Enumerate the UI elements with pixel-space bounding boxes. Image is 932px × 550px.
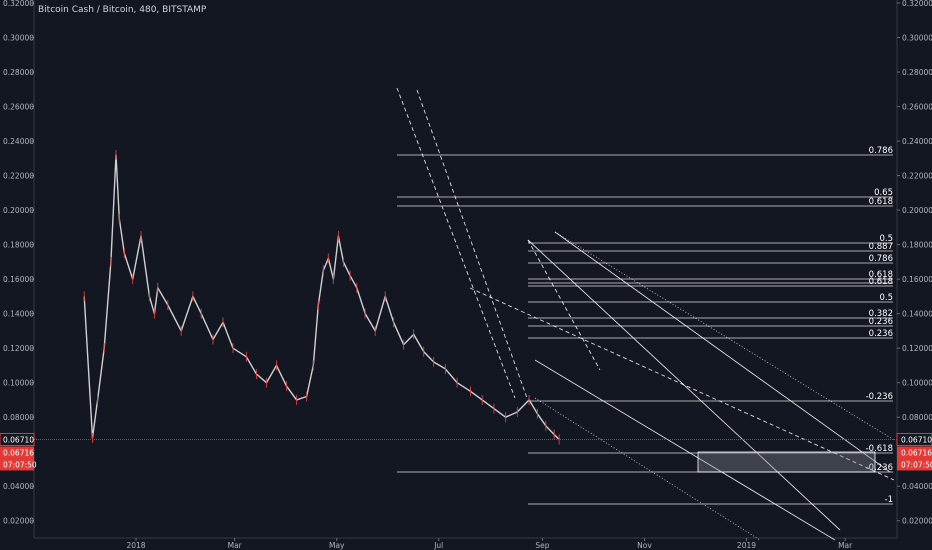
right-tick-label: 0.22000 [902,172,932,181]
right-tick-label: 0.12000 [902,344,932,353]
dashed-trend-line [469,287,895,481]
time-tick-label: 2018 [126,541,145,550]
price-box-left [0,446,34,459]
target-zone-rectangle [697,451,876,473]
left-tick-label: 0.28000 [3,68,34,77]
last-price-label-left: 0.06710 [3,435,34,444]
time-tick-label: May [329,541,345,550]
price-series [83,149,560,445]
time-tick-label: 2019 [737,541,756,550]
fib-level-label: 0.618 [869,277,893,287]
price-line [83,154,560,440]
last-price-box-left [0,432,35,446]
fib-level-label: 0.382 [869,309,893,319]
fib-level-label: 0.786 [869,146,893,156]
fib-level-label: -1 [885,495,893,505]
time-tick-label: Sep [535,541,549,550]
right-tick-label: 0.26000 [902,103,932,112]
time-box-right [897,458,932,471]
left-tick-label: 0.04000 [3,482,34,491]
left-tick-label: 0.30000 [3,34,34,43]
price-box-right [897,446,932,459]
left-tick-label: 0.12000 [3,344,34,353]
fib-level-label: 0.618 [869,197,893,207]
time-tick-label: Mar [228,541,243,550]
fib-level-label: 0.65 [874,188,893,198]
left-tick-label: 0.08000 [3,413,34,422]
left-tick-label: 0.22000 [3,172,34,181]
countdown-label-left: 07:07:50 [3,460,37,469]
right-tick-label: 0.32000 [902,0,932,8]
fib-level-label: 0.5 [879,234,893,244]
time-tick-label: Nov [637,541,652,550]
dashed-trend-line [527,239,601,371]
fibonacci-and-channel-drawings: 0.7860.650.6180.50.8870.7860.6180.6180.5… [396,87,895,541]
fib-level-label: 0.786 [869,254,893,264]
channel-line [554,231,891,473]
left-tick-label: 0.10000 [3,379,34,388]
right-tick-label: 0.20000 [902,206,932,215]
dotted-channel-line [554,231,895,441]
right-tick-label: 0.10000 [902,379,932,388]
fib-level-label: -0.236 [866,463,893,473]
time-tick-label: Mar [838,541,853,550]
left-tick-label: 0.18000 [3,241,34,250]
fib-level-label: -0.618 [866,444,893,454]
channel-line [527,239,841,531]
dashed-trend-line [396,87,516,399]
left-tick-label: 0.14000 [3,310,34,319]
countdown-label-right: 07:07:50 [901,460,932,469]
last-price-markers: 0.06710 0.06716 07:07:50 0.06710 0.06716 07:0… [0,432,932,471]
time-axis: 2018 Mar May Jul Sep Nov 2019 Mar [34,537,897,550]
price-label-left: 0.06716 [3,448,34,457]
left-tick-label: 0.16000 [3,275,34,284]
right-tick-label: 0.30000 [902,34,932,43]
left-tick-label: 0.24000 [3,137,34,146]
last-price-label-right: 0.06710 [901,435,932,444]
time-tick-label: Jul [433,541,443,550]
time-box-left [0,458,34,471]
fib-level-label: 0.887 [869,242,893,252]
left-tick-label: 0.20000 [3,206,34,215]
dashed-trend-line [416,89,528,399]
left-tick-label: 0.32000 [3,0,34,8]
fib-level-label: 0.5 [879,293,893,303]
chart-title: Bitcoin Cash / Bitcoin, 480, BITSTAMP [38,5,207,15]
right-tick-label: 0.28000 [902,68,932,77]
fib-level-label: 0.236 [869,317,893,327]
fib-level-label: 0.236 [869,329,893,339]
channel-line [534,359,836,541]
right-price-axis: 0.020000.040000.060000.080000.100000.120… [896,0,932,538]
right-tick-label: 0.14000 [902,310,932,319]
right-tick-label: 0.18000 [902,241,932,250]
right-tick-label: 0.02000 [902,517,932,526]
fib-level-label: -0.236 [866,392,893,402]
right-tick-label: 0.08000 [902,413,932,422]
left-tick-label: 0.02000 [3,517,34,526]
right-tick-label: 0.16000 [902,275,932,284]
left-tick-label: 0.26000 [3,103,34,112]
last-price-box-right [896,432,932,446]
right-tick-label: 0.24000 [902,137,932,146]
fib-level-label: 0.618 [869,270,893,280]
price-label-right: 0.06716 [901,448,932,457]
right-tick-label: 0.04000 [902,482,932,491]
